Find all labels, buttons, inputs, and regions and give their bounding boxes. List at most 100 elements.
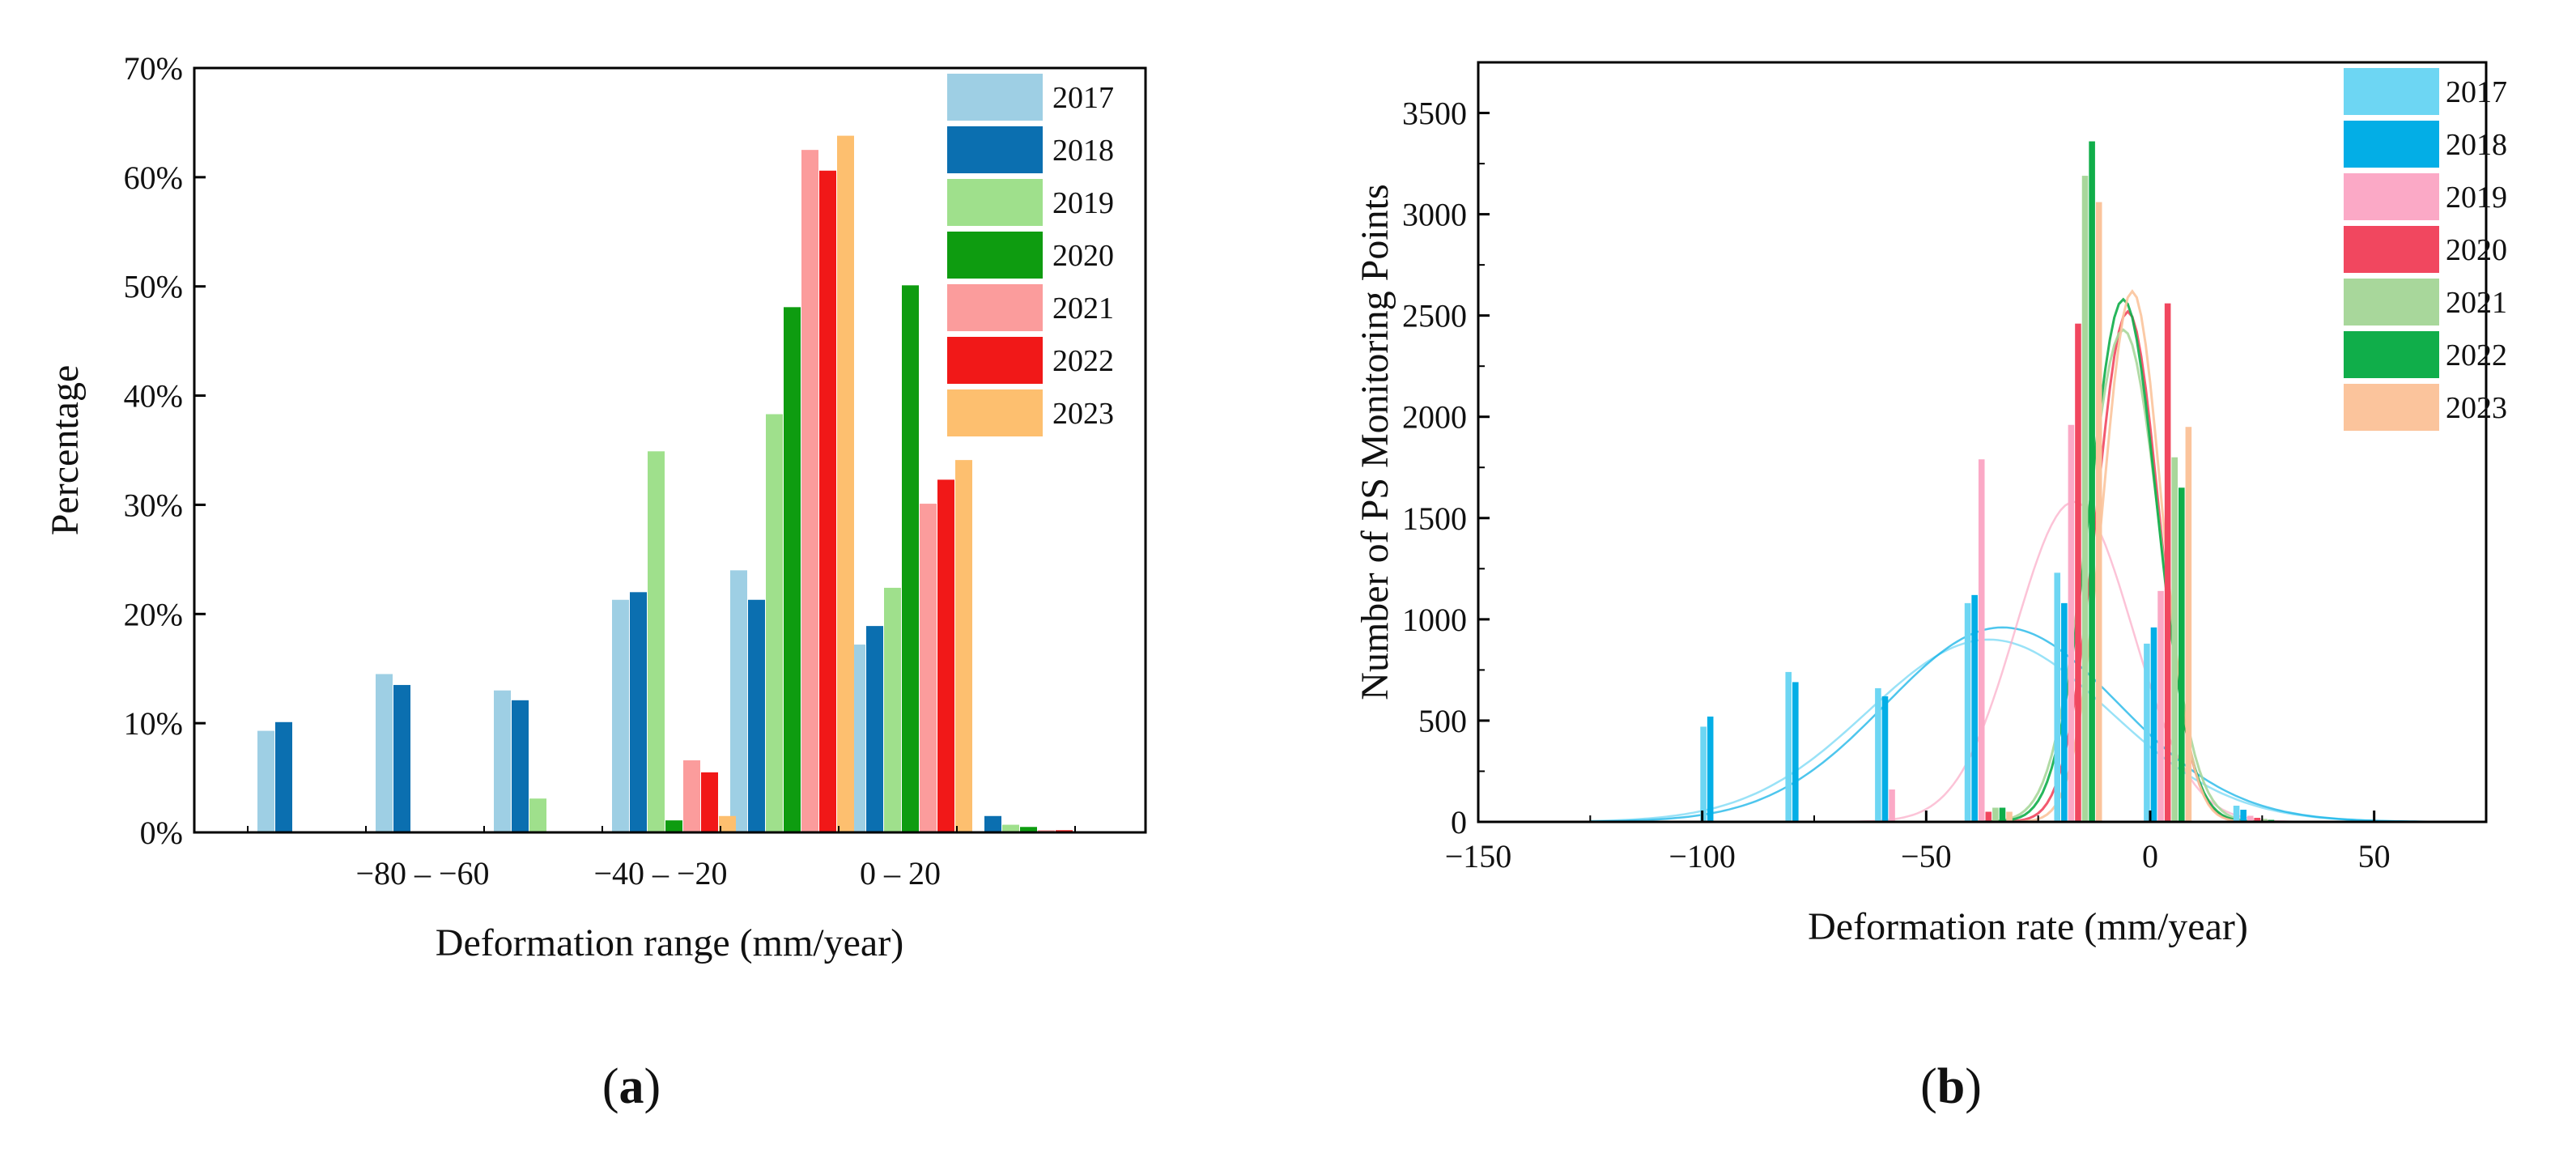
chart-a-bar-2020-4 bbox=[784, 307, 801, 832]
chart-b-x-ticks: −150 −100 −50 0 50 bbox=[1445, 811, 2391, 875]
chart-a-y-ticks: 0% 10% 20% 30% 40% 50% 60% 70% bbox=[124, 50, 206, 851]
chart-a-legend-label-2019: 2019 bbox=[1052, 186, 1114, 220]
chart-b-legend-label-2017: 2017 bbox=[2446, 75, 2507, 109]
chart-b-bar-2021-4 bbox=[2081, 176, 2089, 823]
chart-a-legend-swatch-2019 bbox=[947, 179, 1043, 226]
chart-a-bar-2023-3 bbox=[719, 815, 736, 832]
chart-a-bar-2019-2 bbox=[529, 798, 546, 832]
chart-b-plot-frame bbox=[1477, 61, 2488, 823]
chart-a-ytick-label: 60% bbox=[124, 160, 183, 196]
chart-b-bar-2020-5 bbox=[2164, 303, 2171, 822]
chart-a-ytick-label: 10% bbox=[124, 705, 183, 742]
chart-a-bar-2018-3 bbox=[630, 592, 647, 832]
chart-a-xtick-label: −80 – −60 bbox=[355, 855, 489, 892]
chart-a-bar-2018-5 bbox=[866, 626, 883, 832]
chart-a-legend-swatch-2021 bbox=[947, 284, 1043, 331]
chart-b-legend-label-2022: 2022 bbox=[2446, 338, 2507, 372]
chart-b-bar-2019-6 bbox=[2247, 815, 2254, 822]
chart-b-bar-2023-3 bbox=[2006, 811, 2013, 822]
chart-a-ytick-label: 70% bbox=[124, 50, 183, 87]
chart-a: 0% 10% 20% 30% 40% 50% 60% 70% −80 – −60 −40 – −… bbox=[44, 50, 1147, 1114]
chart-a-ytick-label: 40% bbox=[124, 378, 183, 415]
chart-a-bar-2022-5 bbox=[937, 479, 954, 832]
chart-a-bar-2018-2 bbox=[512, 700, 529, 832]
chart-b-xtick-label: 0 bbox=[2142, 838, 2158, 875]
chart-b-legend-swatch-2019 bbox=[2344, 173, 2439, 220]
chart-b-fit-curves bbox=[1590, 289, 2442, 823]
chart-a-bar-2020-5 bbox=[902, 285, 919, 832]
chart-a-bar-2019-6 bbox=[1002, 824, 1019, 832]
chart-a-legend-swatch-2023 bbox=[947, 389, 1043, 436]
chart-b-xtick-label: −100 bbox=[1668, 838, 1736, 875]
chart-b-legend-swatch-2020 bbox=[2344, 226, 2439, 273]
chart-b-xtick-label: −50 bbox=[1901, 838, 1952, 875]
chart-b-bar-2019-4 bbox=[2068, 424, 2075, 822]
chart-b-fit-curve-2020 bbox=[1590, 309, 2442, 823]
chart-a-bar-2017-2 bbox=[494, 690, 511, 832]
chart-a-xlabel: Deformation range (mm/year) bbox=[436, 921, 903, 964]
chart-a-bar-2022-4 bbox=[819, 170, 836, 832]
chart-a-legend-label-2023: 2023 bbox=[1052, 397, 1114, 431]
chart-b-xtick-label: −150 bbox=[1445, 838, 1512, 875]
chart-b-bar-2023-5 bbox=[2185, 427, 2192, 822]
chart-a-bar-2023-4 bbox=[837, 135, 854, 832]
chart-b-bar-2017-3 bbox=[1964, 602, 1971, 822]
chart-b-bar-2018-3 bbox=[1971, 594, 1978, 822]
chart-b-bar-2021-5 bbox=[2171, 457, 2178, 822]
chart-a-legend: 2017 2018 2019 2020 2021 2022 2023 bbox=[947, 74, 1114, 436]
chart-a-bar-2017-4 bbox=[730, 570, 747, 832]
chart-b-bar-2022-4 bbox=[2089, 141, 2095, 822]
chart-b-bar-2017-1 bbox=[1785, 671, 1792, 822]
chart-a-bar-2018-6 bbox=[984, 815, 1001, 832]
chart-b-bar-2019-2 bbox=[1889, 789, 1895, 822]
chart-b-legend-label-2020: 2020 bbox=[2446, 233, 2507, 267]
chart-a-panel-label: (a) bbox=[602, 1059, 661, 1114]
chart-b-fit-curve-2017 bbox=[1590, 638, 2442, 823]
chart-a-bar-2017-0 bbox=[257, 730, 274, 832]
chart-a-bar-2019-5 bbox=[884, 587, 901, 832]
chart-a-bar-2020-3 bbox=[665, 820, 682, 832]
chart-a-bar-2017-3 bbox=[612, 599, 629, 832]
chart-a-legend-label-2018: 2018 bbox=[1052, 134, 1114, 168]
chart-b-xtick-label: 50 bbox=[2358, 838, 2391, 875]
chart-a-ylabel: Percentage bbox=[44, 365, 87, 536]
chart-b-ytick-label: 3000 bbox=[1402, 197, 1467, 233]
chart-a-bar-2021-4 bbox=[801, 150, 818, 833]
chart-b-fit-curve-2019 bbox=[1590, 500, 2442, 823]
chart-b-ylabel: Number of PS Monitoring Points bbox=[1354, 184, 1396, 700]
chart-b-bar-2019-5 bbox=[2157, 590, 2164, 822]
chart-a-bar-2021-3 bbox=[683, 760, 700, 832]
chart-b-legend-label-2023: 2023 bbox=[2446, 391, 2507, 425]
chart-b-legend-swatch-2022 bbox=[2344, 331, 2439, 378]
chart-a-xtick-label: 0 – 20 bbox=[860, 855, 941, 892]
chart-a-bar-2018-4 bbox=[748, 599, 765, 832]
chart-a-bar-2023-5 bbox=[955, 460, 972, 832]
chart-b-legend-swatch-2023 bbox=[2344, 384, 2439, 431]
chart-b-bar-2023-4 bbox=[2095, 202, 2102, 823]
chart-b-ytick-label: 0 bbox=[1451, 804, 1467, 840]
chart-b-bar-2018-0 bbox=[1707, 716, 1714, 822]
chart-b-bar-2021-6 bbox=[2261, 819, 2268, 822]
chart-b-ytick-label: 3500 bbox=[1402, 96, 1467, 132]
chart-a-bar-2021-5 bbox=[920, 504, 937, 832]
chart-a-bar-2022-3 bbox=[701, 772, 718, 832]
chart-a-legend-label-2020: 2020 bbox=[1052, 239, 1114, 273]
chart-b-bar-2017-6 bbox=[2233, 805, 2240, 822]
chart-b-bar-2018-1 bbox=[1792, 682, 1799, 822]
chart-a-bars bbox=[257, 135, 1073, 833]
chart-a-ytick-label: 50% bbox=[124, 269, 183, 305]
chart-b-bar-2020-3 bbox=[1985, 811, 1992, 822]
chart-b-legend-swatch-2018 bbox=[2344, 121, 2439, 168]
chart-b-y-ticks: 0 500 1000 1500 2000 2500 3000 3500 bbox=[1402, 96, 1490, 840]
chart-b-fit-curve-2023 bbox=[1590, 289, 2442, 823]
chart-a-bar-2018-1 bbox=[393, 684, 410, 832]
chart-a-legend-label-2022: 2022 bbox=[1052, 344, 1114, 378]
chart-b-bar-2019-3 bbox=[1978, 459, 1985, 822]
chart-b-legend: 2017 2018 2019 2020 2021 2022 2023 bbox=[2344, 68, 2507, 431]
chart-a-xtick-label: −40 – −20 bbox=[593, 855, 727, 892]
chart-a-bar-2019-3 bbox=[648, 451, 665, 832]
chart-b-bar-2021-3 bbox=[1992, 807, 1999, 822]
chart-b-legend-label-2019: 2019 bbox=[2446, 181, 2507, 215]
chart-a-plot-frame bbox=[193, 66, 1147, 834]
